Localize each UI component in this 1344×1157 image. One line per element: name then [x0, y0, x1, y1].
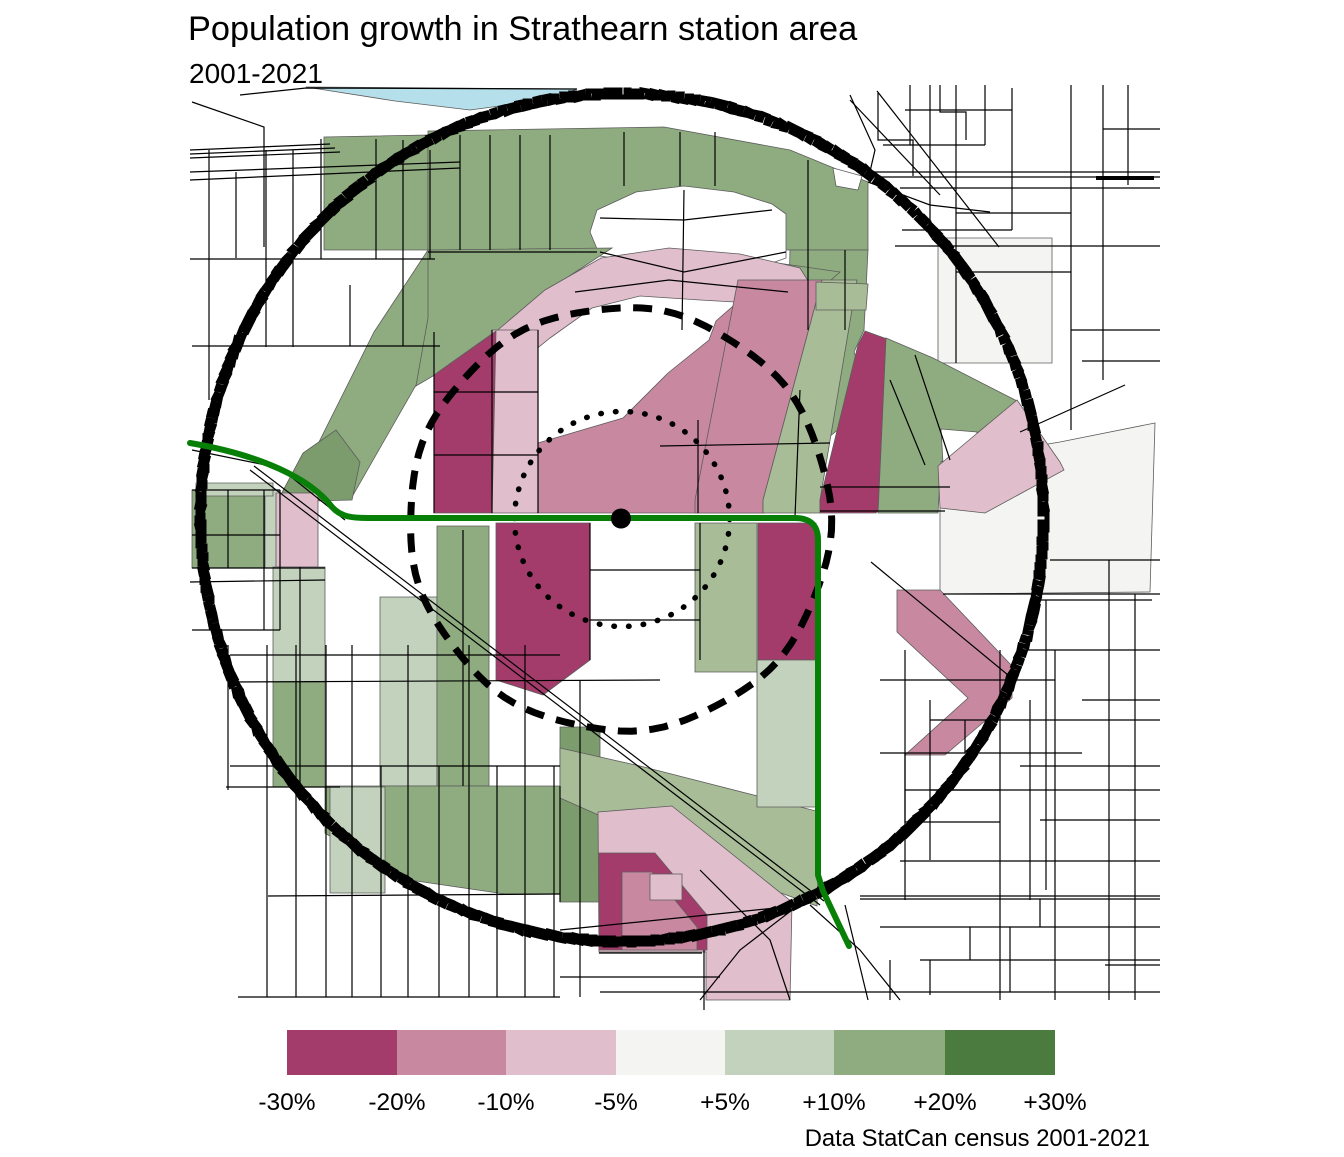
svg-text:2001-2021: 2001-2021 — [189, 58, 323, 89]
svg-text:-20%: -20% — [368, 1089, 425, 1116]
svg-text:+10%: +10% — [802, 1089, 865, 1116]
svg-text:+20%: +20% — [913, 1089, 976, 1116]
svg-text:Population growth in Strathear: Population growth in Strathearn station … — [188, 10, 858, 48]
svg-text:+30%: +30% — [1023, 1089, 1086, 1116]
svg-text:-5%: -5% — [594, 1089, 638, 1116]
svg-text:Data StatCan census 2001-2021: Data StatCan census 2001-2021 — [805, 1125, 1150, 1152]
svg-text:-10%: -10% — [477, 1089, 534, 1116]
svg-text:-30%: -30% — [258, 1089, 315, 1116]
svg-text:+5%: +5% — [700, 1089, 750, 1116]
